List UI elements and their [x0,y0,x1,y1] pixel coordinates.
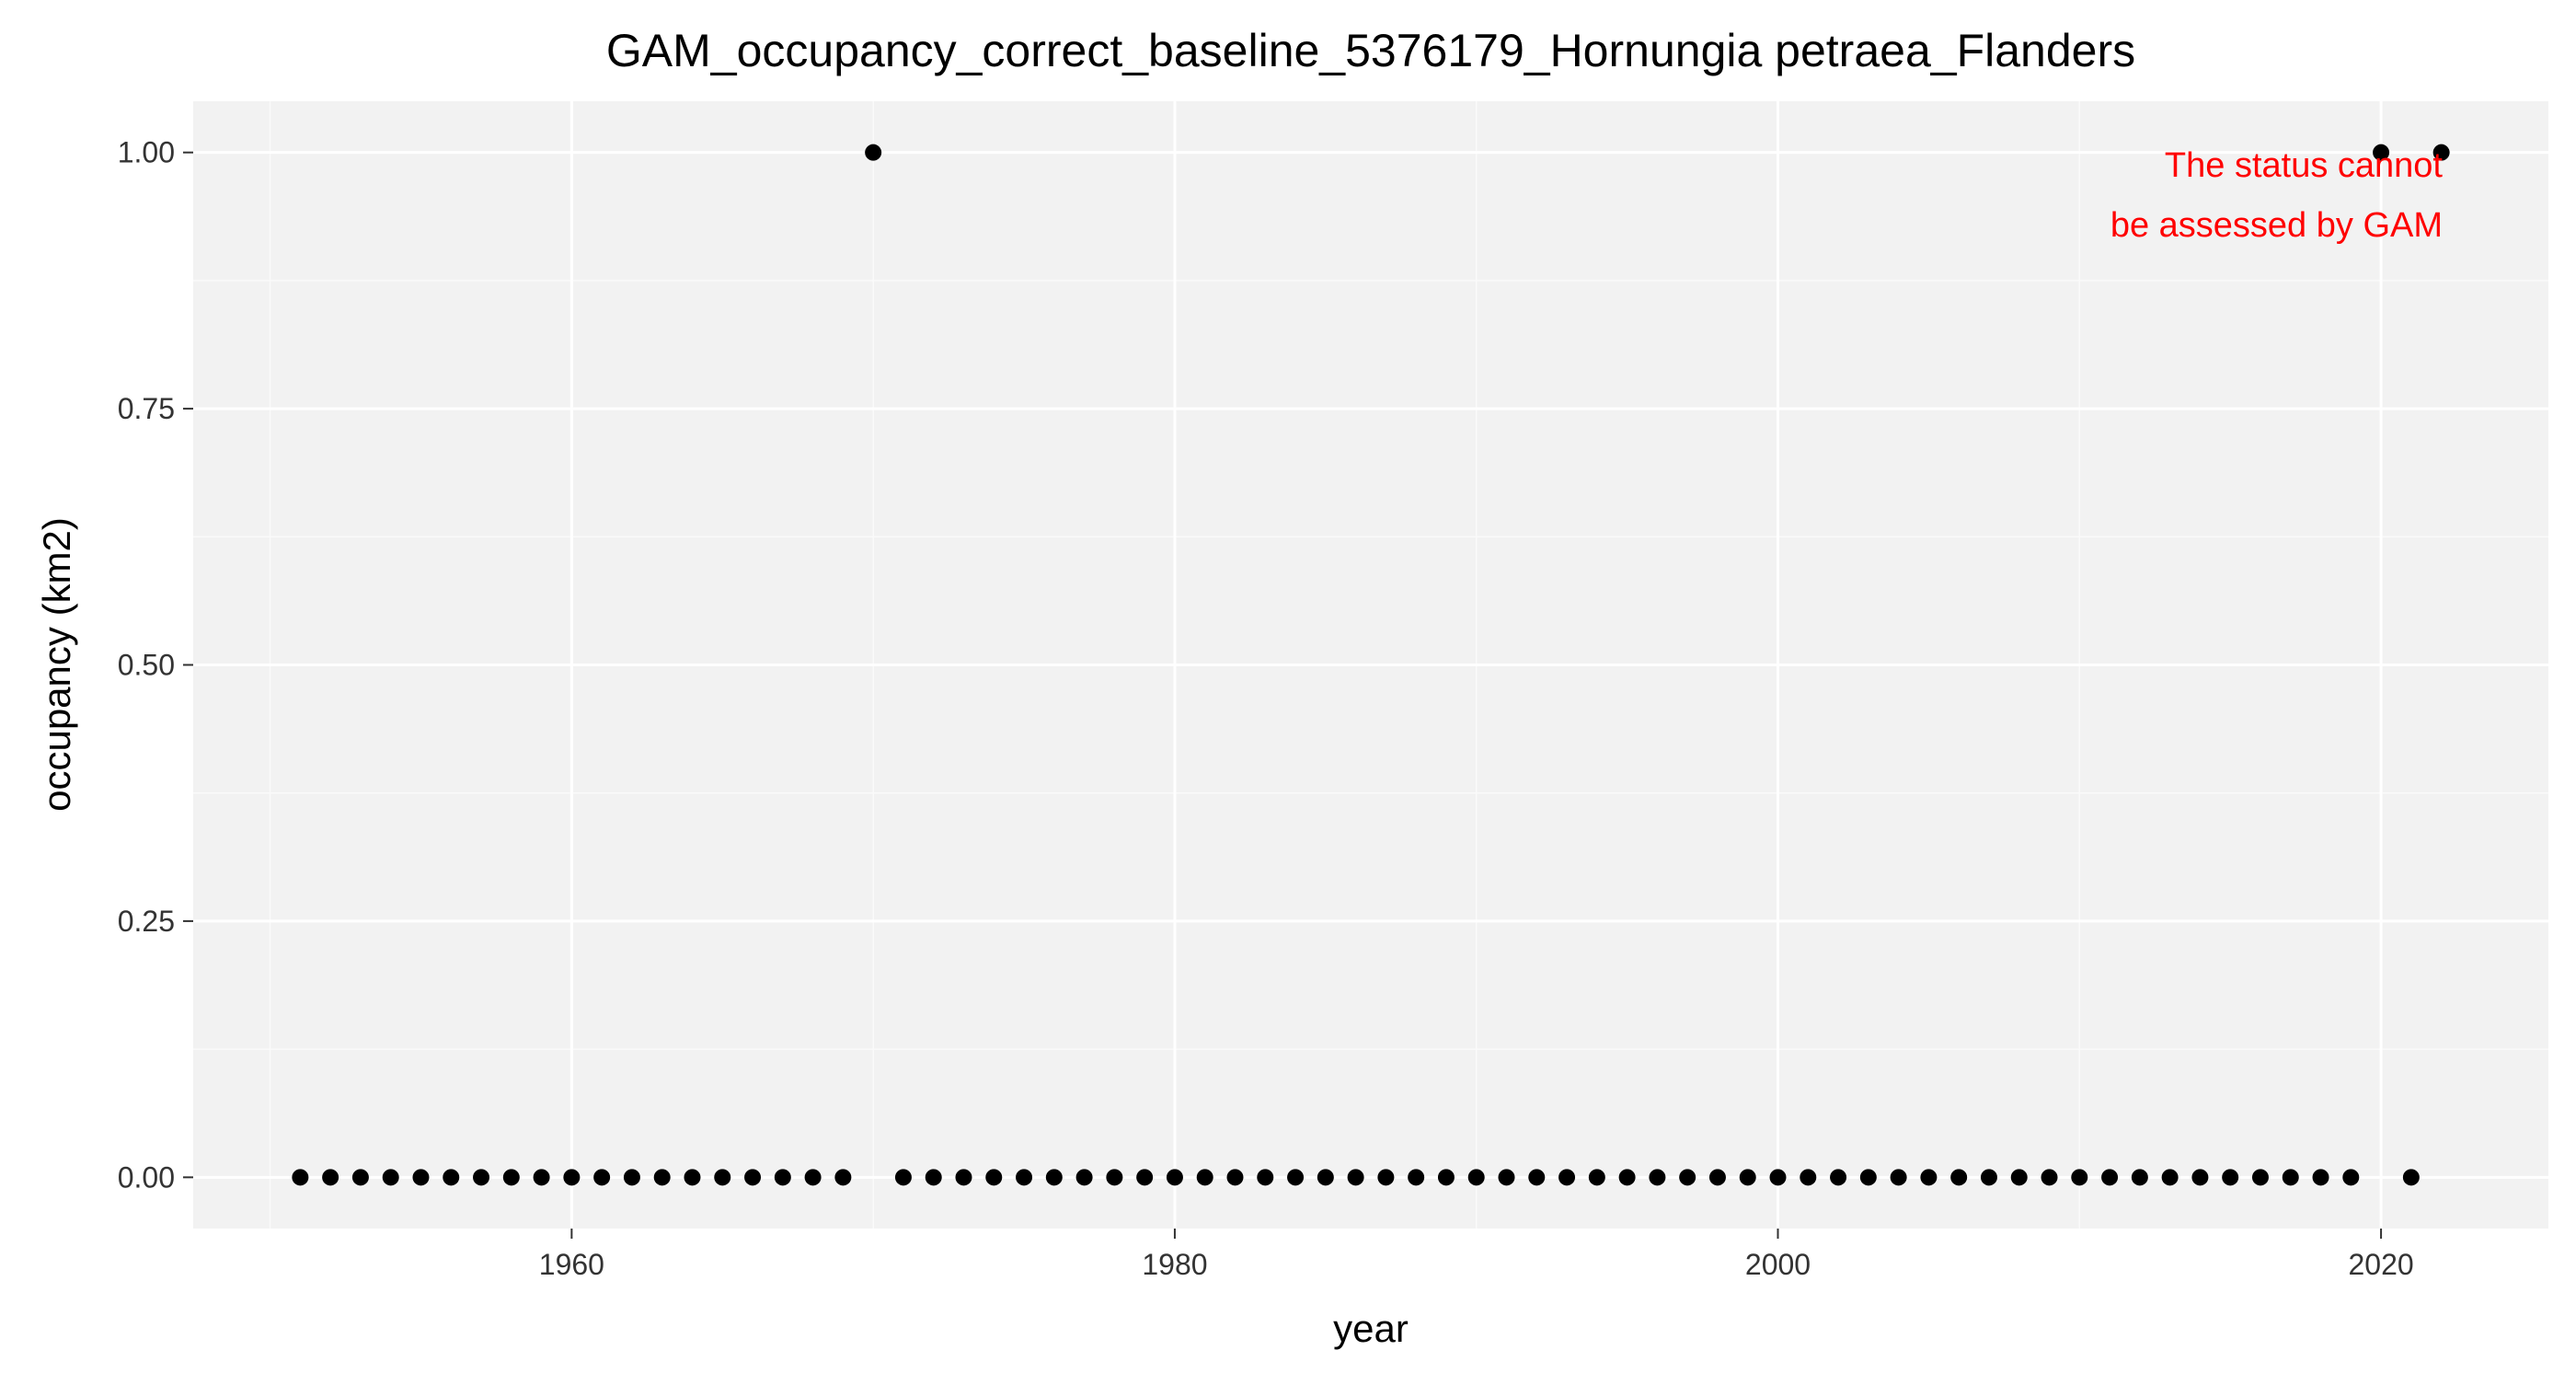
data-point [1528,1169,1546,1186]
data-point [684,1169,701,1186]
data-point [1679,1169,1696,1186]
data-point [1649,1169,1666,1186]
data-point [382,1169,399,1186]
data-points [292,144,2450,1186]
y-tick-label: 0.00 [118,1160,175,1194]
data-point [1136,1169,1154,1186]
data-point [2071,1169,2088,1186]
data-point [1708,1169,1726,1186]
y-tick-label: 1.00 [118,136,175,169]
data-point [2222,1169,2239,1186]
data-point [593,1169,611,1186]
annotation-line-1: The status cannot [2165,146,2444,185]
data-point [322,1169,339,1186]
data-point [894,1169,912,1186]
data-point [1437,1169,1455,1186]
data-point [2161,1169,2179,1186]
y-tick-label: 0.25 [118,905,175,938]
data-point [2010,1169,2028,1186]
data-point [473,1169,490,1186]
y-axis-label: occupancy (km2) [35,517,78,812]
data-point [1045,1169,1063,1186]
data-point [1890,1169,1907,1186]
data-point [1106,1169,1123,1186]
x-tick-label: 2020 [2348,1248,2413,1281]
data-point [1467,1169,1485,1186]
data-point [1016,1169,1033,1186]
x-tick-label: 2000 [1745,1248,1811,1281]
data-point [2282,1169,2299,1186]
data-point [533,1169,550,1186]
data-point [653,1169,671,1186]
data-point [412,1169,430,1186]
x-axis: 1960 1980 2000 2020 [539,1229,2414,1281]
data-point [2342,1169,2360,1186]
data-point [1739,1169,1756,1186]
data-point [1498,1169,1515,1186]
data-point [502,1169,520,1186]
data-point [925,1169,942,1186]
data-point [1226,1169,1244,1186]
data-point [623,1169,640,1186]
grid-minor [193,101,2548,1229]
data-point [2432,144,2450,161]
x-tick-label: 1960 [539,1248,604,1281]
data-point [1920,1169,1938,1186]
data-point [563,1169,581,1186]
data-point [1588,1169,1605,1186]
y-tick-label: 0.50 [118,649,175,682]
data-point [804,1169,822,1186]
x-tick-label: 1980 [1142,1248,1207,1281]
data-point [2041,1169,2058,1186]
data-point [2251,1169,2269,1186]
data-point [1618,1169,1636,1186]
data-point [744,1169,762,1186]
data-point [865,144,882,161]
data-point [1317,1169,1334,1186]
data-point [1196,1169,1213,1186]
data-point [351,1169,369,1186]
data-point [2312,1169,2329,1186]
y-axis: 0.00 0.25 0.50 0.75 1.00 [118,136,193,1194]
data-point [834,1169,852,1186]
data-point [1408,1169,1425,1186]
data-point [1075,1169,1093,1186]
data-point [1980,1169,1997,1186]
data-point [985,1169,1003,1186]
data-point [1830,1169,1847,1186]
data-point [292,1169,309,1186]
data-point [1769,1169,1787,1186]
x-axis-label: year [1333,1307,1409,1350]
data-point [714,1169,731,1186]
data-point [2373,144,2390,161]
data-point [955,1169,972,1186]
data-point [1347,1169,1364,1186]
data-point [1558,1169,1576,1186]
chart-title: GAM_occupancy_correct_baseline_5376179_H… [606,25,2135,76]
data-point [1950,1169,1968,1186]
annotation-line-2: be assessed by GAM [2110,206,2443,245]
data-point [774,1169,791,1186]
data-point [2402,1169,2420,1186]
data-point [1800,1169,1817,1186]
data-point [1377,1169,1395,1186]
data-point [1287,1169,1305,1186]
data-point [1859,1169,1877,1186]
data-point [2191,1169,2209,1186]
data-point [1257,1169,1274,1186]
data-point [1166,1169,1183,1186]
y-tick-label: 0.75 [118,392,175,425]
data-point [2101,1169,2119,1186]
data-point [2131,1169,2148,1186]
data-point [443,1169,460,1186]
grid-major [193,101,2548,1229]
